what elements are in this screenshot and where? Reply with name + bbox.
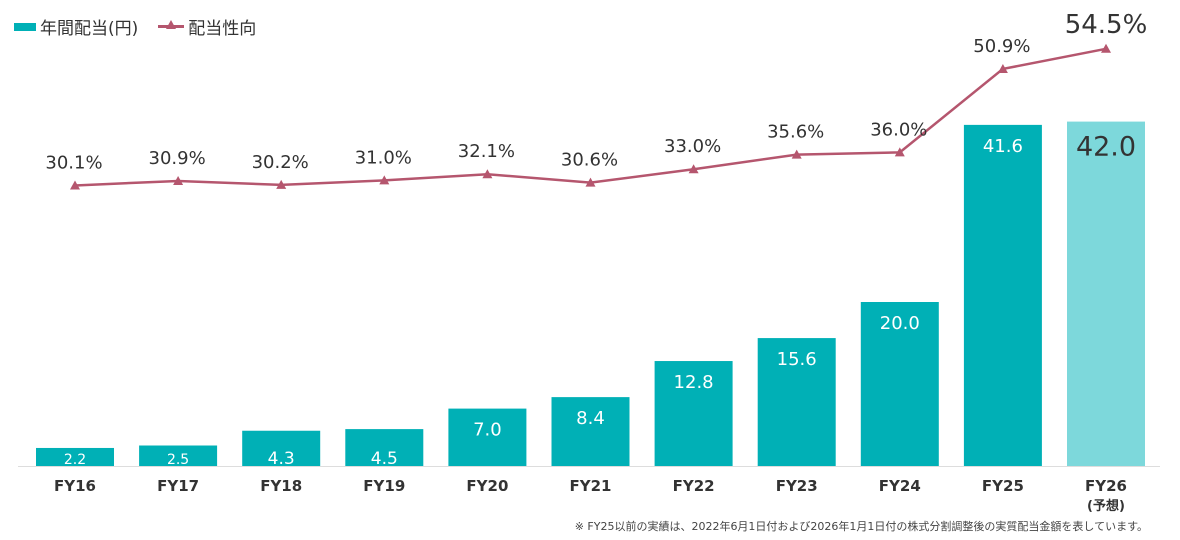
x-tick-label: FY20: [466, 477, 508, 495]
dividend-bar: [757, 338, 836, 466]
legend-item-dividend: 年間配当(円): [14, 14, 138, 39]
dividend-bar: [448, 408, 527, 466]
bar-value-label: 15.6: [777, 349, 817, 370]
payout-ratio-label: 30.9%: [149, 148, 206, 169]
x-tick-label: FY19: [363, 477, 405, 495]
payout-ratio-label: 33.0%: [664, 136, 721, 157]
payout-ratio-marker: [688, 164, 699, 174]
payout-ratio-marker: [276, 179, 287, 189]
legend-line-swatch: [158, 20, 185, 29]
payout-ratio-label: 32.1%: [458, 141, 515, 162]
bar-value-label: 8.4: [576, 408, 605, 429]
bar-value-label: 7.0: [473, 420, 502, 441]
dividend-bar: [139, 445, 218, 466]
x-tick-label: FY23: [776, 477, 818, 495]
x-tick-label: FY17: [157, 477, 199, 495]
bar-value-label: 2.5: [167, 452, 189, 468]
legend-payout-label: 配当性向: [188, 19, 257, 39]
legend: 年間配当(円) 配当性向: [14, 14, 276, 39]
dividend-bar: [242, 430, 321, 466]
payout-ratio-label: 30.6%: [561, 150, 618, 171]
payout-ratio-label: 50.9%: [973, 36, 1030, 57]
dividend-bar: [551, 397, 630, 466]
x-tick-label: FY25: [982, 477, 1024, 495]
legend-bar-swatch: [14, 22, 36, 31]
payout-ratio-label: 31.0%: [355, 147, 412, 168]
payout-ratio-label: 30.2%: [252, 152, 309, 173]
x-tick-label: FY26: [1085, 477, 1127, 495]
triangle-marker-icon: [166, 20, 177, 29]
footnote: ※ FY25以前の実績は、2022年6月1日付および2026年1月1日付の株式分…: [574, 520, 1148, 533]
payout-ratio-marker: [1101, 43, 1111, 53]
x-tick-label: FY21: [570, 477, 612, 495]
bar-value-label: 41.6: [983, 136, 1023, 157]
dividend-bar: [36, 447, 114, 466]
bar-value-label: 2.2: [64, 452, 86, 468]
bar-value-label: 4.5: [371, 449, 398, 469]
payout-ratio-marker: [70, 180, 80, 190]
payout-ratio-label: 35.6%: [767, 122, 824, 143]
bar-value-label: 12.8: [674, 372, 714, 393]
x-tick-label: FY22: [673, 477, 715, 495]
payout-ratio-marker: [791, 149, 802, 159]
payout-ratio-marker: [379, 175, 390, 185]
x-tick-sublabel: (予想): [1087, 498, 1125, 514]
bar-value-label: 4.3: [268, 449, 295, 469]
payout-ratio-label: 30.1%: [45, 152, 102, 173]
dividend-bar: [1067, 121, 1145, 466]
payout-ratio-marker: [482, 169, 493, 179]
x-tick-label: FY16: [54, 477, 96, 495]
x-tick-label: FY18: [260, 477, 302, 495]
dividend-bar: [345, 429, 424, 466]
payout-ratio-label: 54.5%: [1065, 10, 1148, 40]
dividend-bar: [963, 124, 1042, 466]
x-tick-label: FY24: [879, 477, 921, 495]
payout-ratio-marker: [894, 147, 905, 157]
payout-ratio-marker: [997, 63, 1008, 73]
bar-value-label: 42.0: [1076, 132, 1136, 163]
payout-ratio-marker: [585, 177, 596, 187]
payout-ratio-label: 36.0%: [870, 119, 927, 140]
bar-value-label: 20.0: [880, 313, 920, 334]
payout-ratio-marker: [173, 175, 184, 185]
legend-item-payout-ratio: 配当性向: [158, 14, 256, 39]
dividend-bar: [860, 302, 939, 466]
dividend-bar: [654, 361, 733, 466]
legend-dividend-label: 年間配当(円): [40, 19, 139, 39]
